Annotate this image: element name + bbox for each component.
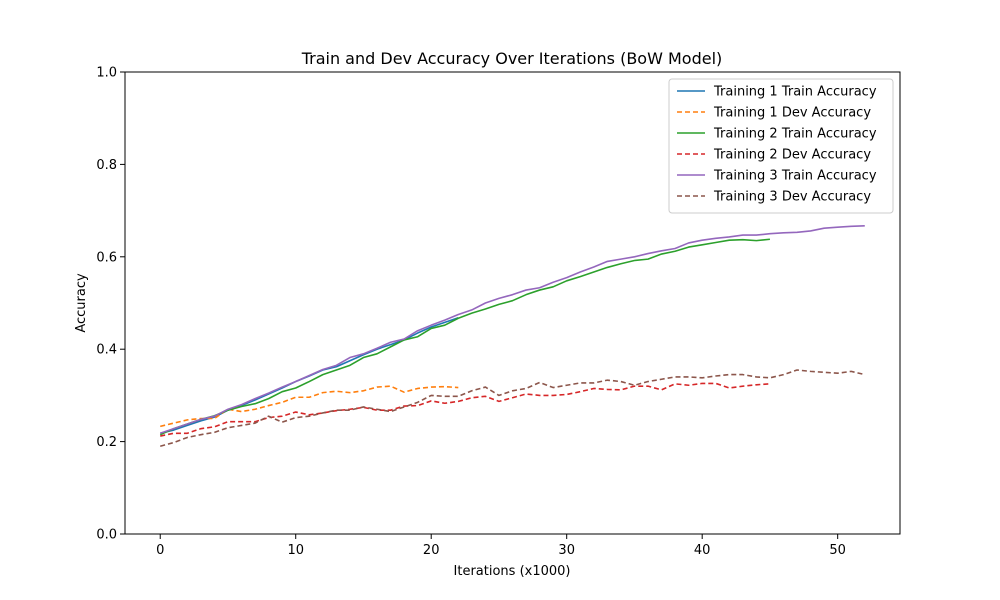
series-line-2 (160, 385, 459, 428)
x-tick-label: 50 (829, 543, 846, 558)
chart-title: Train and Dev Accuracy Over Iterations (… (301, 49, 723, 68)
y-tick-label: 0.2 (96, 435, 117, 450)
series-line-4 (160, 382, 770, 437)
legend-box (668, 78, 894, 214)
x-tick-label: 10 (287, 543, 304, 558)
legend: Training 1 Train Accuracy Training 1 Dev … (668, 78, 894, 214)
y-tick-label: 1.0 (96, 66, 117, 81)
legend-label: Training 2 Dev Accuracy (713, 148, 871, 163)
x-tick-label: 30 (558, 543, 575, 558)
legend-label: Training 2 Train Accuracy (713, 127, 877, 142)
legend-label: Training 1 Dev Accuracy (713, 106, 871, 121)
plot-frame (124, 71, 901, 535)
x-tick-label: 0 (156, 543, 164, 558)
series-line-3 (159, 238, 771, 436)
x-tick-label: 40 (694, 543, 711, 558)
x-axis-label: Iterations (x1000) (454, 564, 571, 579)
legend-label: Training 3 Dev Accuracy (713, 190, 871, 205)
legend-label: Training 3 Train Accuracy (713, 169, 877, 184)
y-tick-label: 0.6 (96, 250, 117, 265)
legend-label: Training 1 Train Accuracy (713, 85, 877, 100)
y-axis: 0.0 0.2 0.4 0.6 0.8 1.0 (96, 66, 125, 543)
x-axis: 0 10 20 30 40 50 (156, 534, 846, 558)
y-tick-label: 0.0 (96, 528, 117, 543)
y-tick-label: 0.4 (96, 343, 117, 358)
y-axis-label: Accuracy (74, 273, 89, 333)
series-line-5 (159, 225, 865, 435)
x-tick-label: 20 (423, 543, 440, 558)
y-tick-label: 0.8 (96, 158, 117, 173)
series-line-6 (160, 369, 865, 447)
plot-area (159, 225, 865, 447)
